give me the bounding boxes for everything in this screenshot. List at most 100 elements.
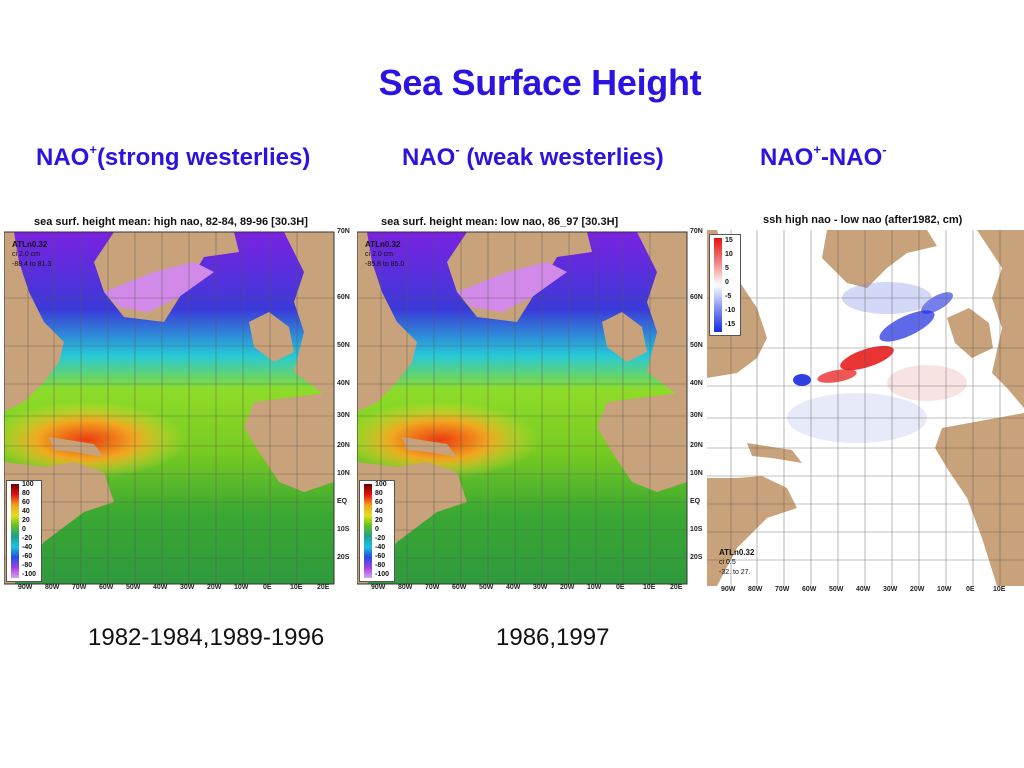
colorbar-label: 10 (725, 251, 733, 258)
lat-label: 20S (337, 554, 350, 561)
lon-label: 70W (425, 584, 440, 591)
lat-label: EQ (690, 498, 701, 505)
colorbar: 15 10 5 0 -5 -10 -15 (709, 234, 741, 336)
lon-label: 10W (234, 584, 249, 591)
colorbar-label: 15 (725, 237, 733, 244)
lon-label: 50W (829, 586, 844, 593)
lon-label: 40W (506, 584, 521, 591)
lat-label: 30N (337, 412, 350, 419)
map-heading: sea surf. height mean: high nao, 82-84, … (34, 216, 308, 228)
lon-label: 80W (45, 584, 60, 591)
lat-label: 50N (337, 342, 350, 349)
lon-label: 0E (966, 586, 975, 593)
colorbar-scale (364, 484, 372, 578)
ssh-map-low-nao (357, 231, 688, 585)
colorbar-label: -15 (725, 321, 736, 328)
lat-label: 40N (690, 380, 703, 387)
lon-label: 10W (937, 586, 952, 593)
map-metadata: ATLn0.32 ci 2.0 cm -88.4 to 81.3 (12, 240, 52, 268)
colorbar-label: -20 (22, 535, 33, 542)
colorbar-label: 60 (22, 499, 30, 506)
colorbar-label: -20 (375, 535, 386, 542)
colorbar: 100 80 60 40 20 0 -20 -40 -60 -80 -100 (359, 480, 395, 582)
lon-label: 40W (856, 586, 871, 593)
colorbar-label: 0 (22, 526, 26, 533)
lat-label: 20N (690, 442, 703, 449)
colorbar-label: -60 (22, 553, 33, 560)
map-panel-difference: ssh high nao - low nao (after1982, cm) (707, 208, 1024, 608)
colorbar-label: -5 (725, 293, 732, 300)
lon-label: 60W (99, 584, 114, 591)
colorbar-label: 100 (22, 481, 34, 488)
colorbar-label: -40 (375, 544, 386, 551)
lat-label: 10S (690, 526, 703, 533)
map-metadata: ATLn0.32 ci 2.0 cm -85.8 to 85.0 (365, 240, 405, 268)
colorbar-label: -80 (375, 562, 386, 569)
lon-label: 60W (802, 586, 817, 593)
colorbar-label: 80 (22, 490, 30, 497)
lat-label: 70N (690, 228, 703, 235)
ssh-difference-map (707, 230, 1024, 586)
colorbar-label: 100 (375, 481, 387, 488)
colorbar-label: 40 (22, 508, 30, 515)
map-panel-high-nao: sea surf. height mean: high nao, 82-84, … (4, 212, 352, 596)
period-caption-low-nao: 1986,1997 (496, 624, 610, 651)
lon-label: 10E (643, 584, 656, 591)
ssh-map-high-nao (4, 231, 335, 585)
colorbar-label: -80 (22, 562, 33, 569)
lat-label: 70N (337, 228, 350, 235)
lat-label: 20S (690, 554, 703, 561)
lon-label: 50W (126, 584, 141, 591)
lon-label: 90W (18, 584, 33, 591)
lat-label: 10N (690, 470, 703, 477)
lat-label: 50N (690, 342, 703, 349)
lon-label: 30W (180, 584, 195, 591)
colorbar-label: -60 (375, 553, 386, 560)
lon-label: 0E (616, 584, 625, 591)
map-metadata: ATLn0.32 ci 0.5 -32. to 27. (719, 548, 755, 576)
lon-label: 0E (263, 584, 272, 591)
lat-label: 10N (337, 470, 350, 477)
period-caption-high-nao: 1982-1984,1989-1996 (88, 624, 325, 651)
lon-label: 40W (153, 584, 168, 591)
lon-label: 10E (290, 584, 303, 591)
lat-label: 60N (690, 294, 703, 301)
lon-label: 50W (479, 584, 494, 591)
lon-label: 60W (452, 584, 467, 591)
lat-label: 20N (337, 442, 350, 449)
colorbar-label: 5 (725, 265, 729, 272)
lon-label: 20E (670, 584, 683, 591)
lon-label: 80W (398, 584, 413, 591)
colorbar-label: -100 (375, 571, 390, 578)
colorbar-label: 80 (375, 490, 383, 497)
colorbar-label: 0 (725, 279, 729, 286)
subtitle-nao-plus: NAO+(strong westerlies) (36, 142, 311, 171)
lon-label: 20W (910, 586, 925, 593)
colorbar-label: 0 (375, 526, 379, 533)
lat-label: 30N (690, 412, 703, 419)
lon-label: 10W (587, 584, 602, 591)
colorbar-label: -40 (22, 544, 33, 551)
lat-label: 40N (337, 380, 350, 387)
lon-label: 70W (72, 584, 87, 591)
colorbar-label: 20 (375, 517, 383, 524)
map-panel-low-nao: sea surf. height mean: low nao, 86_97 [3… (357, 212, 705, 596)
lon-label: 20E (317, 584, 330, 591)
subtitle-nao-difference: NAO+-NAO- (760, 142, 887, 171)
lon-label: 90W (371, 584, 386, 591)
lat-label: 10S (337, 526, 350, 533)
lon-label: 30W (883, 586, 898, 593)
colorbar-label: 40 (375, 508, 383, 515)
colorbar-label: 60 (375, 499, 383, 506)
lat-label: 60N (337, 294, 350, 301)
map-heading: sea surf. height mean: low nao, 86_97 [3… (381, 216, 619, 228)
colorbar-label: -100 (22, 571, 37, 578)
lon-label: 20W (207, 584, 222, 591)
lon-label: 90W (721, 586, 736, 593)
slide-title: Sea Surface Height (378, 62, 702, 103)
lon-label: 80W (748, 586, 763, 593)
lon-label: 30W (533, 584, 548, 591)
lon-label: 20W (560, 584, 575, 591)
lon-label: 10E (993, 586, 1006, 593)
lat-label: EQ (337, 498, 348, 505)
